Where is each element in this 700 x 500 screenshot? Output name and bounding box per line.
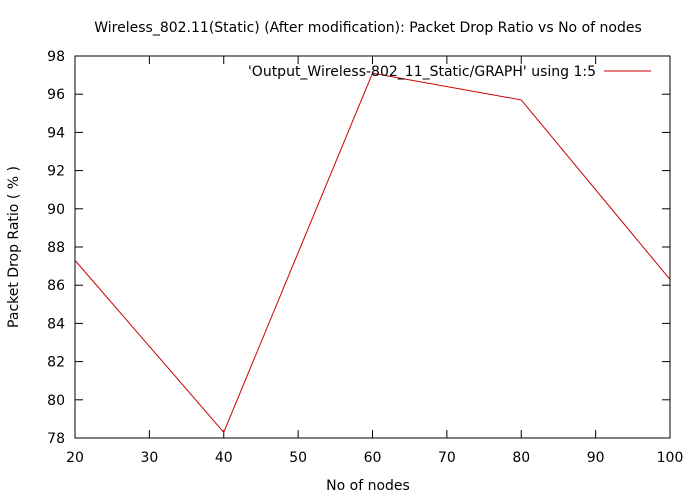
y-tick-label: 98	[47, 49, 65, 65]
x-tick-label: 80	[512, 450, 530, 466]
y-tick-label: 82	[47, 355, 65, 371]
chart-title: Wireless_802.11(Static) (After modificat…	[94, 20, 642, 36]
y-tick-label: 96	[47, 87, 65, 103]
x-tick-label: 60	[364, 450, 382, 466]
y-tick-label: 92	[47, 164, 65, 180]
y-tick-label: 90	[47, 202, 65, 218]
x-tick-label: 40	[215, 450, 233, 466]
y-tick-label: 78	[47, 431, 65, 447]
series-layer	[74, 72, 671, 434]
y-tick-label: 94	[47, 125, 65, 141]
x-axis: 20 30 40 50 60 70 80 90 100	[66, 56, 683, 466]
x-tick-label: 100	[657, 450, 684, 466]
y-axis: 78 80 82 84 86 88 90 92 94 96 98	[47, 49, 670, 447]
y-tick-label: 88	[47, 240, 65, 256]
x-tick-label: 50	[289, 450, 307, 466]
legend-label: 'Output_Wireless-802_11_Static/GRAPH' us…	[248, 64, 596, 80]
legend: 'Output_Wireless-802_11_Static/GRAPH' us…	[248, 64, 651, 80]
plot-frame	[74, 55, 671, 439]
x-tick-label: 70	[438, 450, 456, 466]
x-tick-label: 90	[587, 450, 605, 466]
x-tick-label: 20	[66, 450, 84, 466]
x-tick-label: 30	[140, 450, 158, 466]
y-axis-label: Packet Drop Ratio ( % )	[6, 166, 22, 328]
y-tick-label: 84	[47, 316, 65, 332]
x-axis-label: No of nodes	[326, 478, 410, 494]
y-tick-label: 86	[47, 278, 65, 294]
series-line	[74, 72, 671, 434]
y-tick-label: 80	[47, 393, 65, 409]
